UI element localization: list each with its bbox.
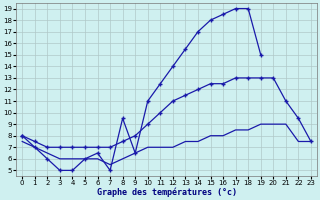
X-axis label: Graphe des températures (°c): Graphe des températures (°c): [97, 188, 236, 197]
